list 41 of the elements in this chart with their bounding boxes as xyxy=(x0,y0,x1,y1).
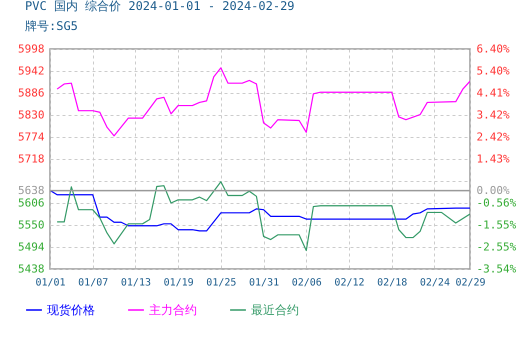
legend-label: 现货价格 xyxy=(47,303,95,317)
y-tick-label: 5830 xyxy=(18,108,44,122)
x-tick-label: 02/29 xyxy=(455,278,486,288)
legend-label: 主力合约 xyxy=(149,303,197,317)
y-tick-label: 5774 xyxy=(18,130,45,144)
x-tick-label: 02/24 xyxy=(420,278,450,288)
line-series xyxy=(50,190,470,232)
y2-tick-label: 3.42% xyxy=(476,108,510,122)
y-tick-label: 5942 xyxy=(18,64,44,78)
x-tick-label: 02/06 xyxy=(292,278,322,288)
x-tick-label: 01/13 xyxy=(120,278,151,288)
y2-tick-label: 4.41% xyxy=(476,86,510,100)
y-tick-label: 5550 xyxy=(18,218,44,232)
y2-tick-label: -1.55% xyxy=(476,218,517,232)
chart-title: PVC 国内 综合价 2024-01-01 - 2024-02-29 xyxy=(25,0,295,13)
legend-label: 最近合约 xyxy=(251,303,299,317)
y2-tick-label: 1.43% xyxy=(476,152,510,166)
line-series xyxy=(56,67,470,136)
x-tick-label: 01/31 xyxy=(249,278,280,288)
y2-tick-label: -0.56% xyxy=(476,196,517,210)
y-tick-label: 5638 xyxy=(18,184,44,197)
x-tick-label: 01/19 xyxy=(164,278,194,288)
y-tick-label: 5438 xyxy=(18,262,44,276)
y2-tick-label: 6.40% xyxy=(476,42,510,56)
x-tick-label: 02/12 xyxy=(334,278,365,288)
y-tick-label: 5886 xyxy=(18,86,44,100)
y2-tick-label: 5.40% xyxy=(476,64,510,78)
x-tick-label: 02/18 xyxy=(377,278,408,288)
y2-tick-label: -3.54% xyxy=(476,262,517,276)
y2-tick-label: 0.00% xyxy=(476,184,510,198)
y2-tick-label: -2.55% xyxy=(476,240,517,254)
x-tick-label: 01/25 xyxy=(206,278,236,288)
y-tick-label: 5494 xyxy=(18,240,45,254)
y-tick-label: 5998 xyxy=(18,42,44,56)
chart-subtitle: 牌号:SG5 xyxy=(25,19,78,33)
y-tick-label: 5718 xyxy=(18,152,44,166)
line-series xyxy=(56,181,470,252)
x-tick-label: 01/01 xyxy=(35,278,66,288)
y-tick-label: 5606 xyxy=(18,196,44,210)
x-tick-label: 01/07 xyxy=(78,278,108,288)
y2-tick-label: 2.42% xyxy=(476,130,510,144)
